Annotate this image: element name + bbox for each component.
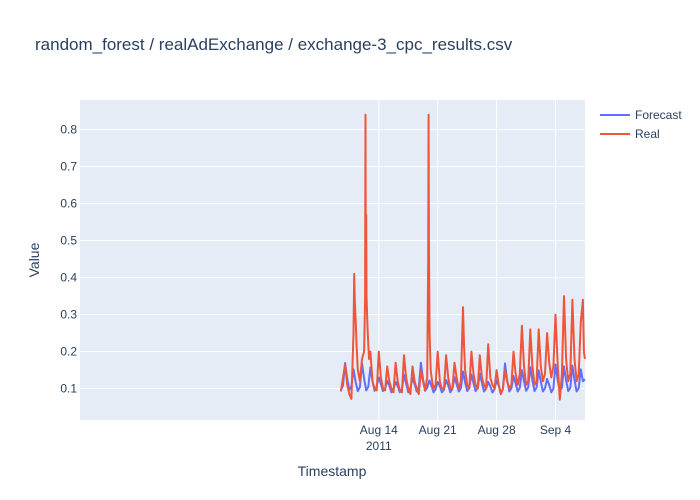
plot-area [80, 100, 585, 420]
legend-item-real[interactable]: Real [600, 127, 660, 141]
legend-label: Real [635, 127, 660, 141]
legend[interactable]: Forecast Real [600, 108, 682, 141]
series-layer [339, 113, 586, 401]
series-line-real [339, 113, 586, 401]
legend-label: Forecast [635, 108, 682, 122]
y-axis-title: Value [26, 242, 42, 277]
x-axis-ticks: Aug 14 2011 Aug 21 Aug 28 Sep 4 [360, 423, 572, 453]
x-tick-year-label: 2011 [366, 439, 392, 453]
y-tick-label: 0.7 [60, 160, 77, 174]
y-tick-label: 0.6 [60, 197, 77, 211]
y-tick-label: 0.3 [60, 308, 77, 322]
chart-title: random_forest / realAdExchange / exchang… [35, 35, 513, 54]
x-tick-label: Aug 14 [360, 423, 398, 437]
y-axis-ticks: 0.1 0.2 0.3 0.4 0.5 0.6 0.7 0.8 [60, 123, 77, 396]
x-axis-title: Timestamp [298, 463, 367, 479]
y-tick-label: 0.1 [60, 382, 77, 396]
legend-item-forecast[interactable]: Forecast [600, 108, 682, 122]
y-tick-label: 0.4 [60, 271, 77, 285]
y-tick-label: 0.5 [60, 234, 77, 248]
x-tick-label: Aug 28 [478, 423, 516, 437]
y-tick-label: 0.8 [60, 123, 77, 137]
x-tick-label: Aug 21 [419, 423, 457, 437]
x-tick-label: Sep 4 [540, 423, 572, 437]
y-tick-label: 0.2 [60, 345, 77, 359]
